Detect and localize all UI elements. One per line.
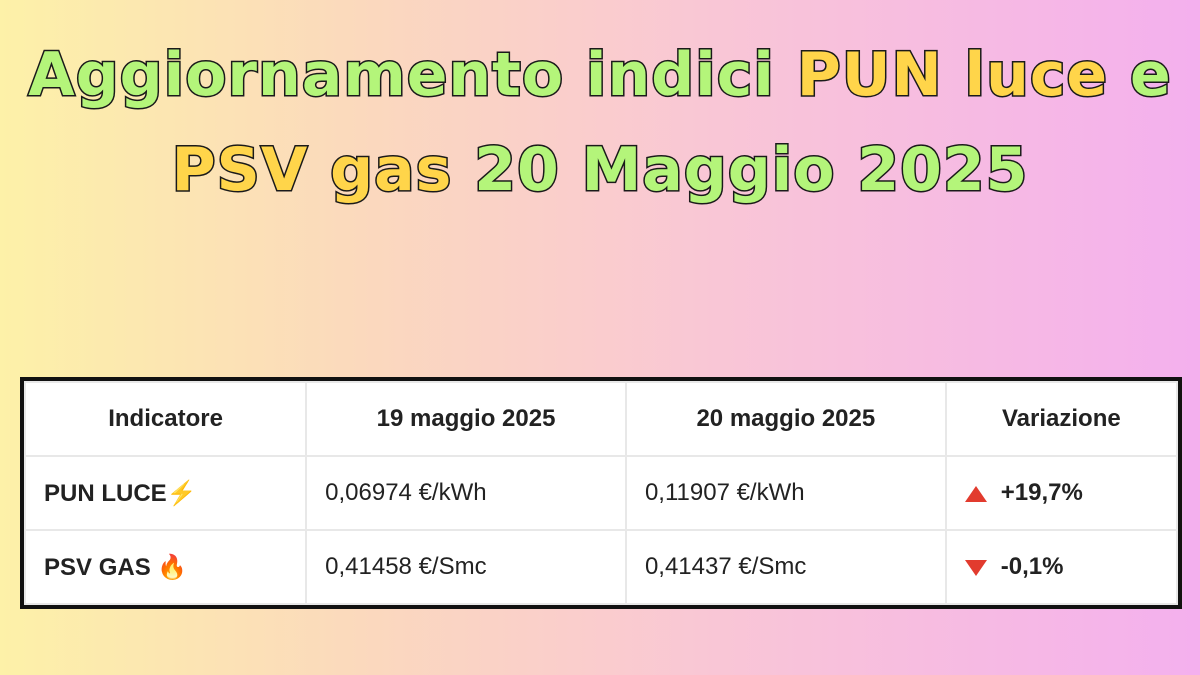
title-text: e: [1128, 39, 1172, 112]
arrow-up-icon: [964, 485, 987, 502]
table-row: PSV GAS 🔥 0,41458 €/Smc 0,41437 €/Smc -0…: [23, 529, 1179, 605]
title-date: 20 Maggio 2025: [473, 134, 1029, 207]
title-highlight: PSV gas: [170, 134, 453, 207]
title-text: Aggiornamento indici: [27, 39, 776, 112]
indicator-cell: PSV GAS 🔥: [23, 529, 308, 605]
variation-value: +19,7%: [1000, 479, 1083, 506]
page-title-line-2: PSV gas 20 Maggio 2025: [0, 134, 1200, 207]
page-title-line-1: Aggiornamento indici PUN luce e: [0, 39, 1200, 112]
header-variation: Variazione: [944, 381, 1179, 457]
value-cell: 0,11907 €/kWh: [624, 455, 947, 531]
title-highlight: PUN luce: [795, 39, 1109, 112]
value-cell: 0,06974 €/kWh: [305, 455, 627, 531]
lightning-icon: ⚡: [166, 479, 197, 507]
indicator-cell: PUN LUCE⚡: [23, 455, 308, 531]
variation-cell: +19,7%: [944, 455, 1179, 531]
header-indicator: Indicatore: [23, 381, 308, 457]
table-row: PUN LUCE⚡ 0,06974 €/kWh 0,11907 €/kWh +1…: [23, 455, 1179, 531]
indicator-label: PSV GAS: [44, 553, 151, 581]
variation-cell: -0,1%: [944, 529, 1179, 605]
table-header-row: Indicatore 19 maggio 2025 20 maggio 2025…: [23, 381, 1179, 457]
indicator-label: PUN LUCE: [44, 479, 167, 507]
value-cell: 0,41458 €/Smc: [305, 529, 627, 605]
header-date-20: 20 maggio 2025: [624, 381, 947, 457]
arrow-down-icon: [964, 559, 987, 576]
price-table: Indicatore 19 maggio 2025 20 maggio 2025…: [20, 377, 1182, 609]
header-date-19: 19 maggio 2025: [305, 381, 627, 457]
value-cell: 0,41437 €/Smc: [624, 529, 947, 605]
fire-icon: 🔥: [157, 553, 188, 581]
variation-value: -0,1%: [1000, 553, 1064, 580]
